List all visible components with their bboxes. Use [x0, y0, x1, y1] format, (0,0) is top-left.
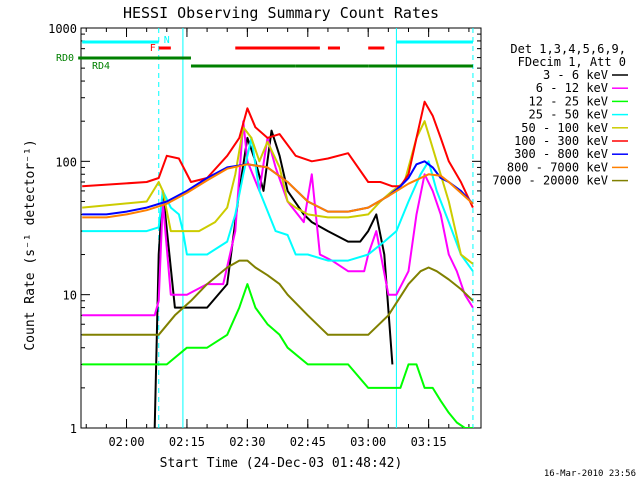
y-tick-label: 10 — [63, 289, 77, 303]
x-tick-label: 03:00 — [350, 435, 386, 449]
legend-label: 50 - 100 keV — [521, 121, 608, 135]
x-tick-label: 03:15 — [411, 435, 447, 449]
legend-label: 12 - 25 keV — [529, 94, 608, 108]
legend-label: 3 - 6 keV — [543, 68, 608, 82]
y-tick-label: 100 — [55, 155, 77, 169]
flag-bar-label: RD0 — [56, 53, 74, 64]
timestamp: 16-Mar-2010 23:56 — [544, 469, 636, 479]
flag-bar-label: F — [150, 43, 156, 54]
x-tick-label: 02:00 — [108, 435, 144, 449]
plot-frame — [80, 27, 482, 429]
flag-bar-label: RD4 — [92, 61, 110, 72]
flag-bar-label: N — [164, 35, 170, 46]
y-axis-label: Count Rate (s⁻¹ detector⁻¹) — [23, 139, 38, 350]
series-line-7000-20000-kev — [82, 259, 474, 336]
legend-label: 6 - 12 keV — [536, 81, 608, 95]
series-line-6-12-kev — [82, 120, 474, 317]
legend-label: 25 - 50 keV — [529, 108, 608, 122]
plot-area: 1 10 100 1000 02:00 02:15 02:30 02:45 03:00 03:15… — [48, 22, 482, 449]
x-axis-label: Start Time (24-Dec-03 01:48:42) — [160, 456, 403, 471]
series-line-100-300-kev — [82, 100, 474, 209]
legend-title-line-1: Det 1,3,4,5,6,9, — [510, 42, 626, 56]
series-line-800-7000-kev — [82, 163, 474, 219]
series-line-12-25-kev — [82, 283, 473, 428]
series-line-3-6-kev — [153, 129, 394, 428]
legend-label: 800 - 7000 keV — [507, 160, 608, 174]
x-tick-label: 02:15 — [169, 435, 205, 449]
legend-label: 7000 - 20000 keV — [492, 174, 608, 188]
x-tick-label: 02:45 — [290, 435, 326, 449]
legend-label: 300 - 800 keV — [514, 147, 608, 161]
series-line-25-50-kev — [82, 136, 474, 272]
y-tick-label: 1 — [70, 422, 77, 436]
chart-title: HESSI Observing Summary Count Rates — [123, 4, 439, 22]
legend-label: 100 - 300 keV — [514, 134, 608, 148]
y-tick-label: 1000 — [48, 22, 77, 36]
legend-title-line-2: FDecim 1, Att 0 — [518, 55, 626, 69]
x-tick-label: 02:30 — [229, 435, 265, 449]
